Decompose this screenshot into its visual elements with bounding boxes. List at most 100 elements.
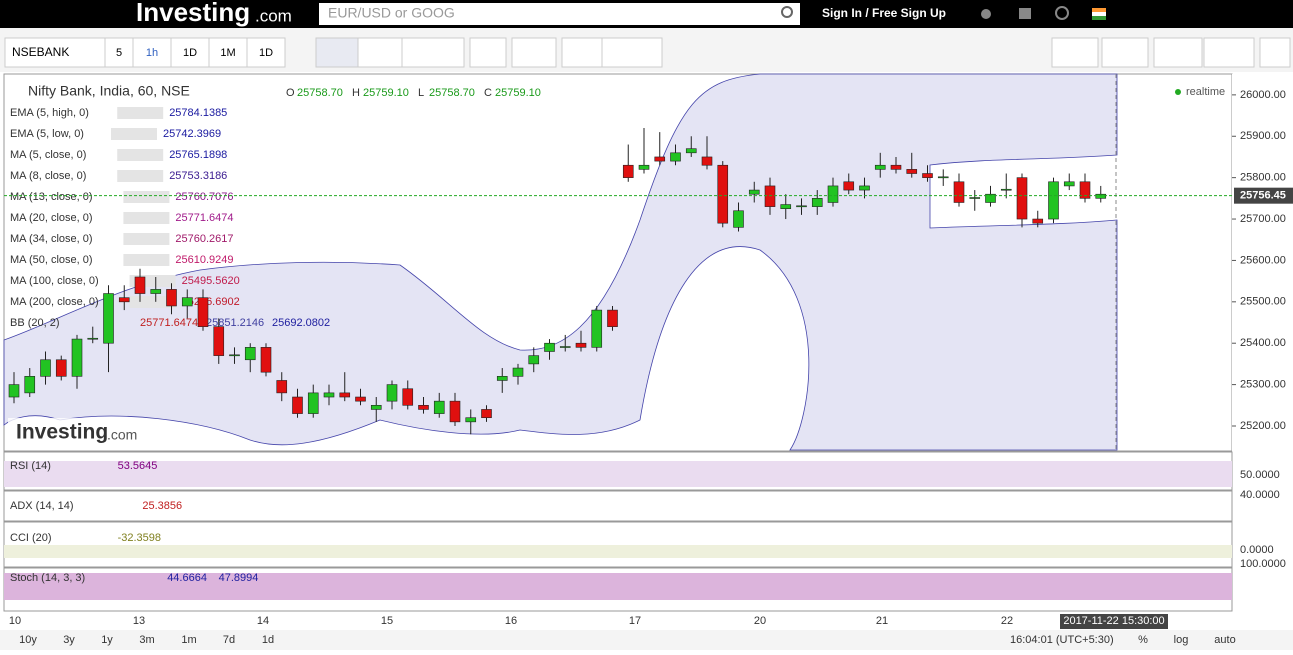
indicator-name: EMA (5, high, 0) xyxy=(10,107,89,119)
range-button[interactable]: 1y xyxy=(101,634,113,646)
indicator-icons[interactable] xyxy=(123,254,170,266)
candle-body xyxy=(607,309,618,327)
ohlc-value: 25758.70 xyxy=(297,87,343,99)
cci-pane xyxy=(3,521,1233,568)
search-box[interactable] xyxy=(319,3,800,25)
ohlc-key: C xyxy=(484,87,492,99)
line-button[interactable] xyxy=(357,37,403,68)
current-price-bg xyxy=(1234,187,1293,204)
candle-body xyxy=(481,409,492,419)
interval-button[interactable] xyxy=(170,37,210,68)
panel-axis-label: 0.0000 xyxy=(1240,544,1274,556)
candle-body xyxy=(166,289,177,307)
bar-button[interactable] xyxy=(401,37,465,68)
ohlc-key: L xyxy=(418,87,424,99)
bb-value: 25851.2146 xyxy=(206,317,264,329)
candle-body xyxy=(733,210,744,228)
candle-body xyxy=(512,367,524,377)
panel-name: ADX (14, 14) xyxy=(10,500,74,512)
indicator-value: 25495.5620 xyxy=(182,275,240,287)
candle-body xyxy=(433,400,445,414)
candle-body xyxy=(386,384,398,402)
candle-body xyxy=(701,156,713,166)
indicator-icons[interactable] xyxy=(111,128,157,140)
interval-button[interactable] xyxy=(208,37,248,68)
flag xyxy=(1092,16,1106,20)
range-button[interactable]: 1d xyxy=(262,634,274,646)
indicator-icons[interactable] xyxy=(123,233,170,245)
candle-body xyxy=(985,193,996,203)
x-tick-label: 10 xyxy=(9,615,21,627)
clock-icon[interactable] xyxy=(1055,6,1069,20)
candle-body xyxy=(559,346,571,348)
range-button[interactable]: 1m xyxy=(181,634,196,646)
candle-body xyxy=(874,164,886,170)
candle-body xyxy=(323,392,335,398)
fullscreen[interactable] xyxy=(1259,37,1291,68)
candle-body xyxy=(1095,193,1107,199)
settings-button[interactable] xyxy=(469,37,507,68)
compare-button[interactable] xyxy=(561,37,603,68)
bell-icon[interactable] xyxy=(981,9,991,19)
range-button[interactable]: 3y xyxy=(63,634,75,646)
flag xyxy=(1092,12,1106,16)
scale-option[interactable]: auto xyxy=(1214,634,1235,646)
interval-label: 1M xyxy=(220,47,235,59)
interval-button[interactable] xyxy=(132,37,172,68)
x-tick-label: 21 xyxy=(876,615,888,627)
indicator-value: 25771.6474 xyxy=(175,212,233,224)
indicator-name: MA (50, close, 0) xyxy=(10,254,93,266)
scale-option[interactable]: % xyxy=(1138,634,1148,646)
indicator-value: 25753.3186 xyxy=(169,170,227,182)
color-button[interactable] xyxy=(1101,37,1149,68)
realtime: realtime xyxy=(1186,86,1225,98)
indicator-icons[interactable] xyxy=(123,212,170,224)
candle-body xyxy=(197,297,209,327)
indicator-icons[interactable] xyxy=(129,296,176,308)
watermark: Investing xyxy=(16,421,108,444)
scale-option[interactable]: log xyxy=(1174,634,1189,646)
indicator-value: 25784.1385 xyxy=(169,107,227,119)
ohlc-key: H xyxy=(352,87,360,99)
candle-body xyxy=(827,185,839,203)
candle-body xyxy=(622,164,634,178)
portfolio-icon[interactable] xyxy=(1019,8,1031,19)
search-icon[interactable] xyxy=(781,6,793,18)
crosshair-time: 2017-11-22 15:30:00 xyxy=(1063,615,1164,627)
panel-value: -32.3598 xyxy=(118,532,161,544)
indicators-button[interactable] xyxy=(511,37,557,68)
candle-button[interactable] xyxy=(315,37,359,68)
y-tick-label: 25200.00 xyxy=(1240,420,1286,432)
indicator-icons[interactable] xyxy=(117,149,164,161)
indicator-icons[interactable] xyxy=(117,170,164,182)
interval-button[interactable] xyxy=(246,37,286,68)
candle-body xyxy=(953,181,965,203)
indicator-icons[interactable] xyxy=(123,191,170,203)
candle-body xyxy=(575,342,587,348)
y-tick-label: 25800.00 xyxy=(1240,172,1286,184)
cloud-load[interactable] xyxy=(1153,37,1203,68)
candle-body xyxy=(937,176,949,179)
candle-body xyxy=(55,359,67,377)
candle-body xyxy=(496,376,508,381)
range-button[interactable]: 3m xyxy=(139,634,154,646)
sign-in[interactable]: Sign In / Free Sign Up xyxy=(822,6,946,20)
cloud-save[interactable] xyxy=(1203,37,1255,68)
candle-body xyxy=(87,337,99,340)
bb-name: BB (20, 2) xyxy=(10,317,60,329)
candle-body xyxy=(71,338,83,377)
candle-body xyxy=(150,289,162,294)
candle-body xyxy=(528,355,540,365)
panel-name: CCI (20) xyxy=(10,532,52,544)
candle-body xyxy=(1016,177,1028,220)
indicator-icons[interactable] xyxy=(117,107,164,119)
candle-body xyxy=(780,204,792,209)
logo[interactable]: Investing xyxy=(136,0,250,27)
range-button[interactable]: 7d xyxy=(223,634,235,646)
ohlc-value: 25759.10 xyxy=(363,87,409,99)
camera-button[interactable] xyxy=(1051,37,1099,68)
range-button[interactable]: 10y xyxy=(19,634,37,646)
x-tick-label: 13 xyxy=(133,615,145,627)
undo-redo[interactable] xyxy=(601,37,663,68)
